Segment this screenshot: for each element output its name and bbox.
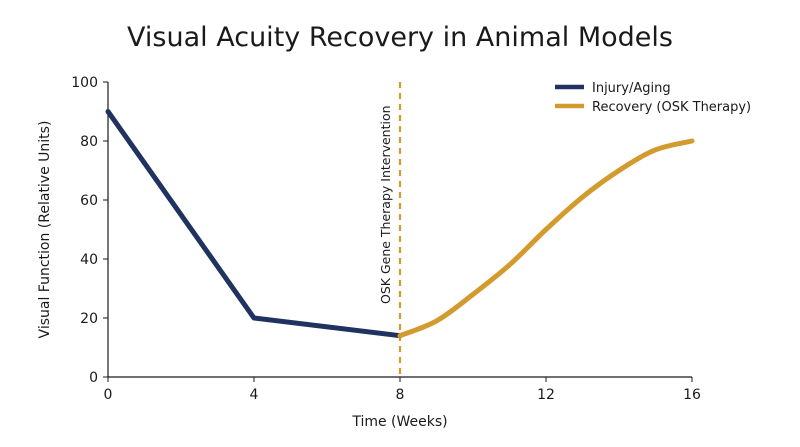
- intervention-label: OSK Gene Therapy Intervention: [378, 105, 393, 304]
- x-tick-label: 12: [537, 387, 555, 403]
- y-tick-label: 100: [71, 75, 98, 91]
- y-axis-label: Visual Function (Relative Units): [37, 121, 53, 339]
- ticks: 0 20 40 60 80 100 0 4 8 12 16: [71, 75, 701, 403]
- y-tick-label: 80: [80, 134, 98, 150]
- y-tick-label: 40: [80, 252, 98, 268]
- y-tick-label: 0: [89, 370, 98, 386]
- legend-label-0: Injury/Aging: [592, 81, 671, 96]
- series: [105, 109, 695, 339]
- x-tick-label: 16: [683, 387, 701, 403]
- x-axis-label: Time (Weeks): [351, 414, 447, 430]
- series-line-0: [105, 109, 403, 339]
- annotations: OSK Gene Therapy Intervention: [378, 82, 402, 377]
- legend-label-1: Recovery (OSK Therapy): [592, 100, 751, 115]
- x-tick-label: 8: [396, 387, 405, 403]
- y-tick-label: 20: [80, 311, 98, 327]
- series-line-1: [397, 138, 695, 339]
- legend: Injury/Aging Recovery (OSK Therapy): [555, 81, 751, 115]
- x-tick-label: 0: [104, 387, 113, 403]
- x-tick-label: 4: [250, 387, 259, 403]
- y-tick-label: 60: [80, 193, 98, 209]
- chart-title: Visual Acuity Recovery in Animal Models: [127, 22, 673, 53]
